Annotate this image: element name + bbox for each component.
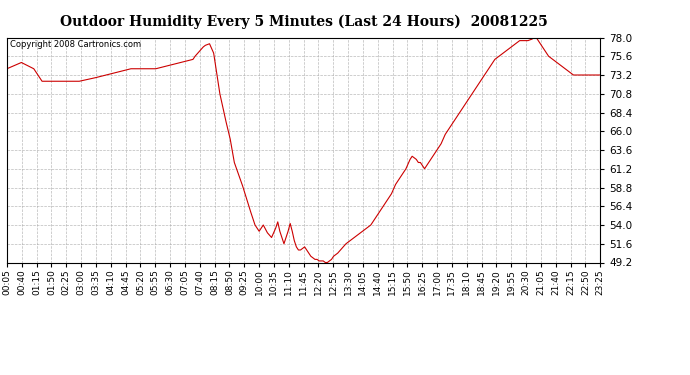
Text: Outdoor Humidity Every 5 Minutes (Last 24 Hours)  20081225: Outdoor Humidity Every 5 Minutes (Last 2… xyxy=(60,15,547,29)
Text: Copyright 2008 Cartronics.com: Copyright 2008 Cartronics.com xyxy=(10,40,141,49)
